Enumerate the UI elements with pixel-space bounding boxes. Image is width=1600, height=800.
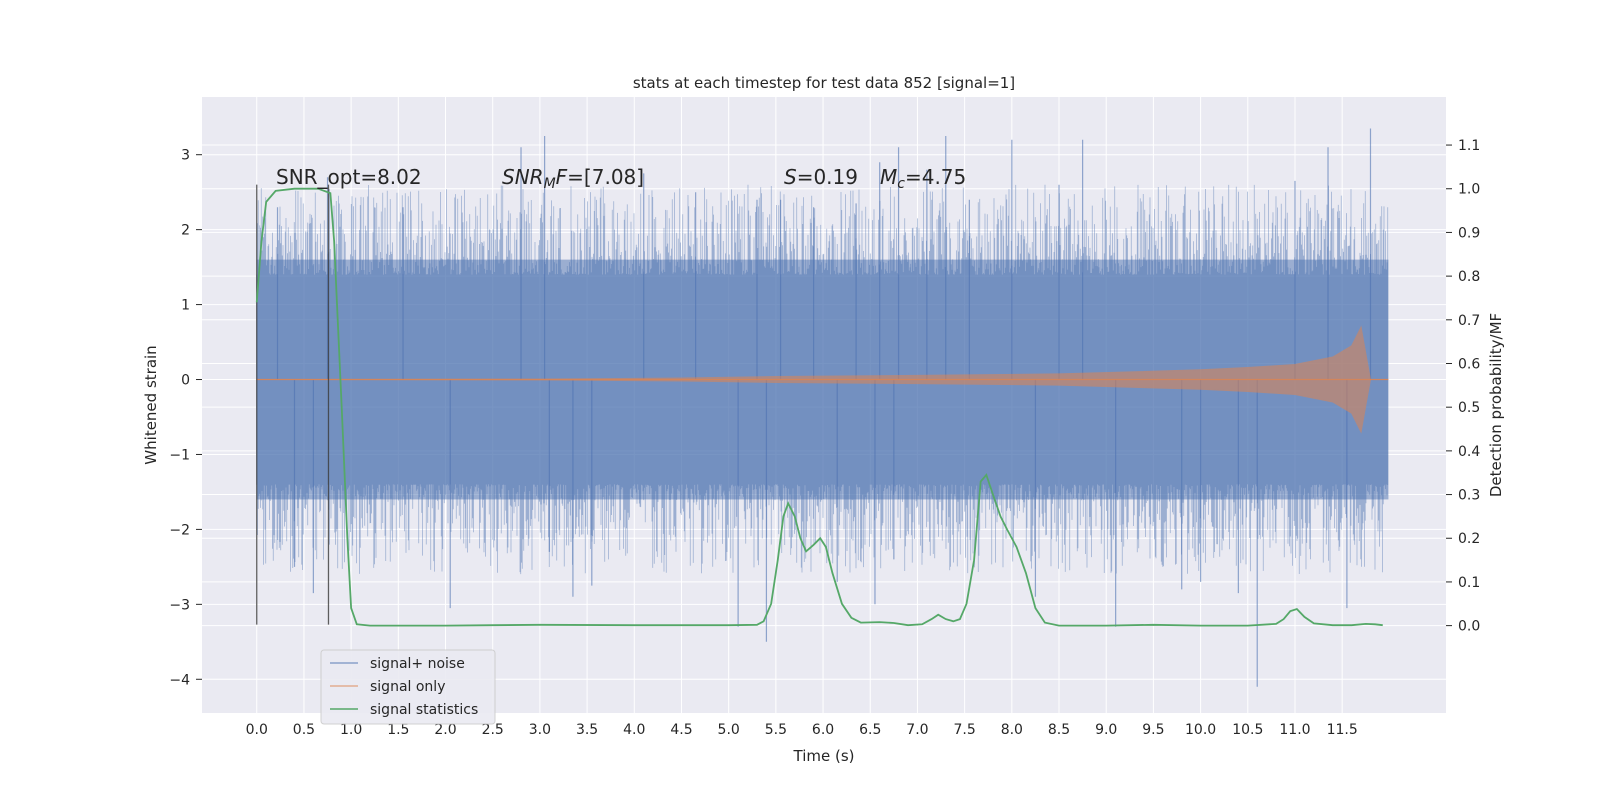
annotation-snr-mf-sub: M [544, 176, 556, 192]
y-left-tick-label: −1 [169, 447, 190, 463]
x-tick-label: 10.0 [1185, 722, 1216, 738]
x-tick-label: 5.0 [718, 722, 740, 738]
y-left-tick-label: −2 [169, 522, 190, 538]
y-axis-right-label: Detection probability/MF [1487, 313, 1505, 497]
legend-label-signal-noise: signal+ noise [370, 656, 465, 672]
y-left-tick-label: 1 [181, 298, 190, 314]
y-axis-left-ticks: −4 −3 −2 −1 0 1 2 3 [169, 148, 202, 688]
y-right-tick-label: 0.4 [1458, 444, 1480, 460]
y-right-tick-label: 1.0 [1458, 182, 1480, 198]
x-tick-label: 1.5 [387, 722, 409, 738]
y-right-tick-label: 1.1 [1458, 138, 1480, 154]
y-right-tick-label: 0.3 [1458, 488, 1480, 504]
annotation-snr-opt: SNR_opt=8.02 [276, 165, 422, 189]
statistics-line [255, 187, 1383, 627]
x-tick-label: 1.0 [340, 722, 362, 738]
annotation-snr-mf-main: SNR [502, 165, 544, 189]
annotation-mc-symbol: M [880, 165, 897, 189]
x-tick-label: 6.0 [812, 722, 834, 738]
x-tick-label: 2.5 [482, 722, 504, 738]
x-tick-label: 2.0 [434, 722, 456, 738]
y-right-tick-label: 0.2 [1458, 531, 1480, 547]
y-left-tick-label: −3 [169, 597, 190, 613]
y-right-tick-label: 0.5 [1458, 400, 1480, 416]
annotation-mc-value: =4.75 [905, 165, 966, 189]
x-tick-label: 7.5 [954, 722, 976, 738]
vertical-markers [256, 184, 330, 625]
x-tick-label: 11.0 [1279, 722, 1310, 738]
annotation-snr-mf: SNRMF=[7.08] [502, 165, 644, 192]
x-axis-ticks: 0.0 0.5 1.0 1.5 2.0 2.5 3.0 3.5 4.0 4.5 5.0 5.5 6.0 6… [246, 722, 1358, 738]
legend-label-signal-statistics: signal statistics [370, 702, 478, 718]
x-tick-label: 9.0 [1095, 722, 1117, 738]
annotation-s: S=0.19 [784, 165, 858, 189]
x-axis-label: Time (s) [793, 747, 855, 765]
x-tick-label: 10.5 [1232, 722, 1263, 738]
annotation-mc-sub: c [897, 176, 905, 192]
noise-peaks [276, 128, 1372, 687]
y-left-tick-label: −4 [169, 672, 190, 688]
y-axis-right-ticks: 0.0 0.1 0.2 0.3 0.4 0.5 0.6 0.7 0.8 0.9 1.0 1.1 [1446, 138, 1480, 635]
x-tick-label: 8.5 [1048, 722, 1070, 738]
x-tick-label: 8.0 [1001, 722, 1023, 738]
x-tick-label: 6.5 [859, 722, 881, 738]
legend: signal+ noise signal only signal statist… [320, 649, 496, 725]
y-left-tick-label: 0 [181, 373, 190, 389]
x-tick-label: 11.5 [1327, 722, 1358, 738]
y-right-tick-label: 0.1 [1458, 575, 1480, 591]
legend-box [320, 649, 496, 725]
y-left-tick-label: 2 [181, 223, 190, 239]
annotation-s-value: =0.19 [797, 165, 858, 189]
y-left-tick-label: 3 [181, 148, 190, 164]
annotation-s-symbol: S [784, 165, 797, 189]
x-tick-label: 4.0 [623, 722, 645, 738]
y-right-tick-label: 0.8 [1458, 269, 1480, 285]
signal-only-series [256, 325, 1389, 434]
y-right-tick-label: 0.6 [1458, 356, 1480, 372]
y-right-tick-label: 0.9 [1458, 225, 1480, 241]
x-tick-label: 5.5 [765, 722, 787, 738]
x-tick-label: 9.5 [1142, 722, 1164, 738]
x-tick-label: 0.5 [293, 722, 315, 738]
y-right-tick-label: 0.7 [1458, 313, 1480, 329]
x-tick-label: 0.0 [246, 722, 268, 738]
signal-statistics-series [255, 187, 1383, 627]
y-right-tick-label: 0.0 [1458, 619, 1480, 635]
chart-title: stats at each timestep for test data 852… [633, 74, 1015, 92]
x-tick-label: 3.0 [529, 722, 551, 738]
annotation-mc: Mc=4.75 [880, 165, 966, 192]
annotation-snr-mf-f: F [556, 165, 568, 189]
x-tick-label: 4.5 [670, 722, 692, 738]
annotation-snr-mf-value: =[7.08] [567, 165, 644, 189]
y-axis-left-label: Whitened strain [142, 345, 160, 464]
x-tick-label: 3.5 [576, 722, 598, 738]
x-tick-label: 7.0 [906, 722, 928, 738]
legend-label-signal-only: signal only [370, 679, 445, 695]
